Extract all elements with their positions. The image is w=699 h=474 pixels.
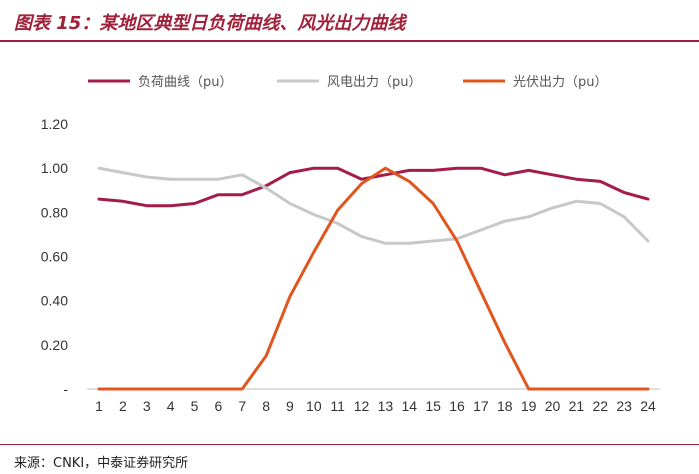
x-tick-label: 7 — [238, 398, 246, 414]
title-rule — [0, 40, 699, 42]
x-tick-label: 12 — [354, 398, 370, 414]
x-tick-label: 3 — [143, 398, 151, 414]
x-tick-label: 9 — [286, 398, 294, 414]
series-line-3 — [97, 166, 650, 391]
series-line-2 — [97, 166, 650, 245]
x-tick-label: 20 — [545, 398, 561, 414]
x-tick-label: 6 — [214, 398, 222, 414]
legend-item: 负荷曲线（pu） — [88, 75, 233, 90]
legend-label: 风电出力（pu） — [327, 75, 422, 90]
x-tick-label: 11 — [330, 398, 345, 414]
y-tick-label: 1.00 — [41, 160, 68, 176]
y-tick-label: 0.80 — [41, 204, 68, 220]
legend-item: 风电出力（pu） — [277, 75, 422, 90]
legend-item: 光伏出力（pu） — [463, 75, 608, 90]
title-bar: 图表 15：某地区典型日负荷曲线、风光出力曲线 — [0, 0, 699, 44]
series-lines — [97, 166, 650, 391]
x-tick-label: 17 — [473, 398, 489, 414]
source-note: 来源：CNKI，中泰证券研究所 — [14, 456, 189, 471]
x-tick-label: 10 — [306, 398, 322, 414]
x-tick-label: 22 — [592, 398, 608, 414]
legend-label: 负荷曲线（pu） — [138, 75, 233, 90]
x-tick-label: 1 — [95, 398, 103, 414]
x-tick-label: 24 — [640, 398, 656, 414]
x-tick-label: 16 — [449, 398, 465, 414]
x-tick-label: 21 — [569, 398, 585, 414]
y-tick-label: 0.40 — [41, 293, 68, 309]
x-axis: 1 2 3 4 5 6 7 8 9 10 11 12 13 14 15 16 17 18 19 20 21 22 23 24 — [87, 388, 660, 414]
y-tick-label: 1.20 — [41, 116, 68, 132]
y-tick-label: - — [63, 381, 68, 397]
x-tick-label: 2 — [119, 398, 127, 414]
x-tick-label: 15 — [425, 398, 441, 414]
x-tick-label: 4 — [167, 398, 175, 414]
legend: 负荷曲线（pu） 风电出力（pu） 光伏出力（pu） — [88, 75, 608, 90]
y-tick-label: 0.60 — [41, 249, 68, 265]
y-axis: - 0.20 0.40 0.60 0.80 1.00 1.20 — [41, 116, 69, 397]
y-tick-label: 0.20 — [41, 337, 68, 353]
x-tick-label: 23 — [616, 398, 632, 414]
footer-rule — [0, 444, 699, 445]
x-tick-label: 19 — [521, 398, 537, 414]
x-tick-label: 13 — [378, 398, 394, 414]
line-chart: 负荷曲线（pu） 风电出力（pu） 光伏出力（pu） - 0.20 0.40 0.60 0.… — [41, 75, 660, 414]
x-tick-label: 5 — [191, 398, 199, 414]
legend-label: 光伏出力（pu） — [513, 75, 608, 90]
x-tick-label: 14 — [402, 398, 418, 414]
x-tick-label: 8 — [262, 398, 270, 414]
figure-title: 图表 15：某地区典型日负荷曲线、风光出力曲线 — [14, 13, 406, 34]
x-tick-label: 18 — [497, 398, 513, 414]
series-line-1 — [97, 166, 650, 208]
